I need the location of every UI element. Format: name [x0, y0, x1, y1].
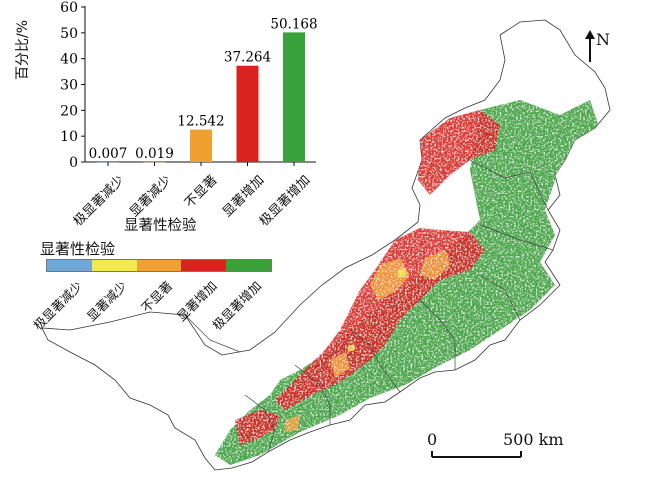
class-area-significant-increase — [235, 110, 500, 445]
y-tick-label: 0 — [69, 155, 78, 171]
north-arrow-shaft — [589, 36, 591, 62]
legend-swatch — [226, 260, 271, 271]
y-tick-label: 40 — [60, 52, 78, 68]
y-tick-label: 20 — [60, 103, 78, 119]
legend-swatch — [136, 260, 182, 271]
legend-color-bar — [46, 259, 272, 272]
y-tick-label: 60 — [60, 0, 78, 16]
class-area-significant-decrease — [348, 268, 406, 352]
y-tick-label: 30 — [60, 78, 78, 94]
trend-raster — [215, 100, 600, 465]
scale-end-label: 500 km — [503, 430, 564, 449]
scale-tick-end — [520, 451, 522, 457]
class-area-not-significant — [285, 250, 450, 432]
legend-swatch — [181, 260, 227, 271]
north-arrow-head-icon — [585, 30, 595, 39]
bar-value-label: 37.264 — [224, 50, 271, 66]
scale-start-label: 0 — [427, 430, 438, 449]
north-label: N — [596, 30, 610, 49]
y-tick-label: 50 — [60, 26, 78, 42]
y-axis-label: 百分比/% — [15, 19, 31, 80]
legend-swatch — [47, 260, 92, 271]
bar — [236, 65, 259, 162]
bar — [190, 129, 212, 162]
north-arrow: N — [585, 30, 610, 66]
bar — [283, 32, 305, 162]
bar-value-label: 12.542 — [177, 114, 224, 130]
scale-bar: 0 500 km — [423, 430, 564, 460]
y-tick-label: 10 — [60, 129, 78, 145]
bar-value-label: 0.019 — [135, 146, 174, 162]
legend-swatch — [91, 260, 137, 271]
admin-boundaries — [184, 159, 554, 453]
x-axis-label: 显著性检验 — [124, 218, 197, 234]
scale-line — [432, 456, 521, 458]
bar-value-label: 0.007 — [89, 146, 128, 162]
y-ticks: 0 10 20 30 40 50 60 — [60, 0, 85, 171]
legend-title: 显著性检验 — [40, 240, 116, 258]
bar-value-label: 50.168 — [270, 16, 317, 32]
scale-tick-start — [431, 451, 433, 457]
